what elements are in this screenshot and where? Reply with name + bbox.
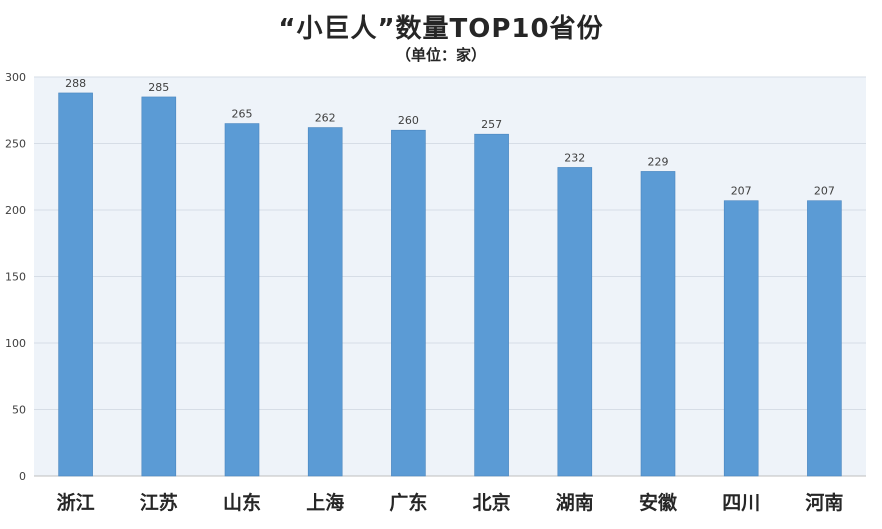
x-category-label: 四川	[722, 492, 760, 514]
x-category-label: 浙江	[57, 491, 95, 514]
y-tick-label: 100	[5, 337, 26, 350]
data-label: 260	[398, 114, 419, 127]
x-category-label: 河南	[805, 492, 843, 514]
bar	[58, 92, 93, 477]
data-label: 288	[65, 77, 86, 90]
x-category-label: 上海	[306, 491, 344, 514]
data-label: 257	[481, 118, 502, 131]
data-label: 229	[648, 155, 669, 168]
x-category-label: 安徽	[639, 491, 678, 514]
y-tick-label: 300	[5, 71, 26, 84]
bar	[391, 129, 426, 477]
x-category-label: 山东	[223, 491, 261, 514]
bar	[723, 200, 759, 477]
bar	[307, 127, 343, 477]
data-label: 262	[315, 112, 336, 125]
y-tick-label: 250	[5, 138, 26, 151]
x-category-label: 北京	[473, 491, 511, 514]
bar	[141, 96, 177, 477]
chart-subtitle: （单位：家）	[395, 46, 486, 64]
bar	[557, 167, 593, 477]
data-label: 207	[814, 185, 835, 198]
bar	[807, 200, 842, 477]
bar	[224, 123, 260, 477]
bar	[640, 171, 676, 477]
data-label: 265	[232, 108, 253, 121]
data-label: 285	[148, 81, 169, 94]
y-tick-label: 200	[5, 204, 26, 217]
x-category-label: 江苏	[140, 491, 178, 514]
bar	[474, 133, 509, 477]
x-category-label: 湖南	[556, 492, 594, 514]
y-tick-label: 50	[12, 404, 26, 417]
x-category-label: 广东	[389, 491, 427, 514]
y-tick-label: 0	[19, 470, 26, 483]
chart-title: “小巨人”数量TOP10省份	[278, 14, 604, 44]
data-label: 207	[731, 185, 752, 198]
data-label: 232	[564, 151, 585, 164]
y-tick-label: 150	[5, 271, 26, 284]
